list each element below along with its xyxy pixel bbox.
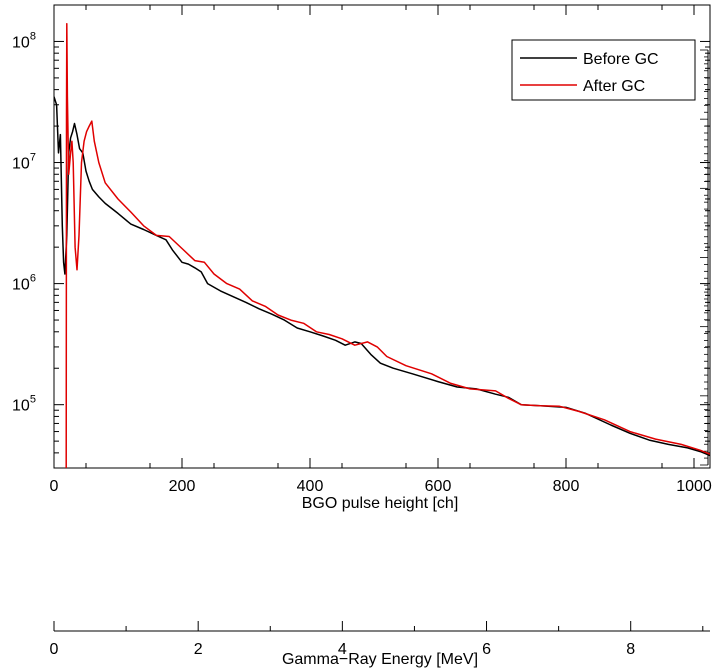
- x-tick-label: 800: [553, 478, 580, 495]
- x-axis-label: BGO pulse height [ch]: [302, 495, 459, 512]
- y-tick-label: 106: [12, 273, 36, 294]
- x2-tick-label: 4: [338, 641, 347, 658]
- x2-axis: 0 2 4 6 8: [50, 621, 710, 658]
- y-tick-exponent: 5: [30, 394, 36, 406]
- x-tick-label: 600: [425, 478, 452, 495]
- y-tick-base: 10: [12, 277, 30, 294]
- right-axis: [700, 49, 709, 466]
- y-tick-base: 10: [12, 398, 30, 415]
- series-line-before-gc: [54, 96, 710, 457]
- x2-tick-label: 2: [194, 641, 203, 658]
- x2-axis-label: Gamma−Ray Energy [MeV]: [282, 651, 478, 668]
- x-tick-label: 0: [50, 478, 59, 495]
- y-tick-exponent: 6: [30, 273, 36, 285]
- y-tick-base: 10: [12, 156, 30, 173]
- legend-label-before: Before GC: [583, 51, 659, 68]
- x-tick-label: 200: [169, 478, 196, 495]
- x-axis: 0 200 400 600 800 1000: [50, 5, 712, 495]
- legend-box: [511, 39, 696, 101]
- y-tick-label: 108: [12, 30, 36, 51]
- series-layer: [54, 23, 710, 468]
- y-tick-exponent: 8: [30, 30, 36, 42]
- x-tick-label: 400: [297, 478, 324, 495]
- y-tick-exponent: 7: [30, 152, 36, 164]
- legend: Before GC After GC: [511, 39, 696, 101]
- series-line-after-gc: [65, 23, 710, 468]
- plot-frame: [53, 4, 711, 469]
- y-tick-label: 107: [12, 152, 36, 173]
- y-tick-label: 105: [12, 394, 36, 415]
- legend-label-after: After GC: [583, 78, 645, 95]
- x2-tick-label: 0: [50, 641, 59, 658]
- x-tick-label: 1000: [676, 478, 712, 495]
- x2-tick-label: 8: [626, 641, 635, 658]
- y-tick-base: 10: [12, 34, 30, 51]
- x2-tick-label: 6: [482, 641, 491, 658]
